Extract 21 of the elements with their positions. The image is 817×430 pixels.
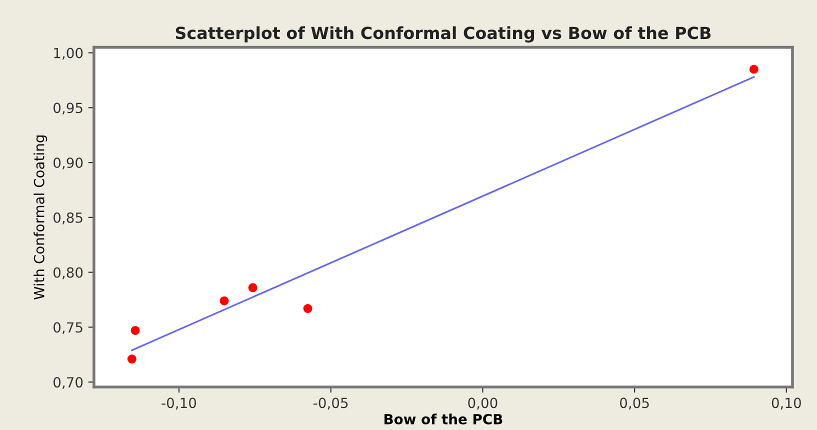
chart-title: Scatterplot of With Conformal Coating vs Bow of the PCB <box>176 26 711 43</box>
x-tick-label: 0,10 <box>772 398 801 410</box>
x-tick-label: -0,05 <box>314 398 348 410</box>
y-tick-label: 1,00 <box>54 48 83 60</box>
y-tick-label: 0,95 <box>54 102 82 115</box>
point <box>248 283 258 292</box>
point <box>749 64 758 74</box>
x-tick-label: 0,00 <box>468 398 498 410</box>
x-tick-label: 0,05 <box>620 398 649 410</box>
y-tick-label: 0,75 <box>54 322 82 334</box>
point <box>220 296 229 306</box>
point <box>127 354 136 364</box>
y-tick-label: 0,90 <box>54 158 83 170</box>
y-tick-label: 0,85 <box>54 212 82 224</box>
x-axis-title: Bow of the PCB <box>384 414 502 424</box>
point <box>130 326 140 335</box>
point <box>303 304 312 314</box>
y-axis-title: With Conformal Coating <box>34 136 48 300</box>
x-tick-label: -0,10 <box>162 398 196 410</box>
y-tick-label: 0,70 <box>54 377 83 389</box>
y-tick-label: 0,80 <box>54 267 83 280</box>
